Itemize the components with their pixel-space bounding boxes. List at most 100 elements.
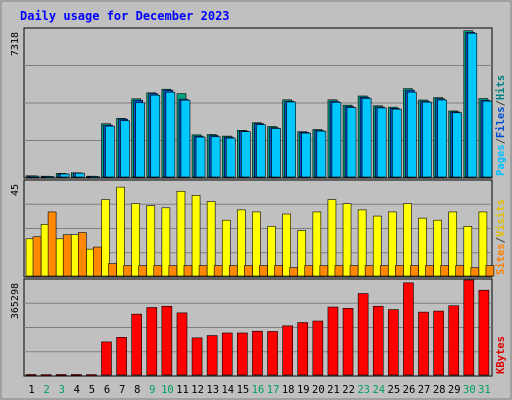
bar-sites [108, 263, 117, 277]
tick-label-day: 2 [43, 384, 49, 396]
bar-sites [364, 265, 374, 277]
bar-visits [342, 203, 352, 277]
bar-visits [312, 211, 322, 277]
bar-kbytes [25, 374, 37, 376]
tick-label-day: 12 [191, 384, 204, 396]
bar-sites [440, 265, 449, 277]
bar-sites [349, 265, 359, 277]
bar-kbytes [40, 374, 52, 376]
tick-label-day: 13 [206, 384, 219, 396]
bar-kbytes [86, 374, 97, 376]
bar-kbytes [357, 293, 369, 376]
tick-label-day: 27 [418, 384, 431, 396]
bar-pages [225, 137, 236, 178]
x-axis-day-labels: 1 2 3 4 5 6 7 8 9 10 11 12 13 14 15 16 17 18 19 20 21 22 23 24 2… [28, 384, 490, 396]
panel-max-label: 45 [10, 184, 21, 196]
tick-label-day: 22 [342, 384, 355, 396]
bar-pages [241, 131, 251, 178]
bar-visits [282, 213, 291, 277]
panel-kbytes: 365298 KBytes [10, 278, 507, 377]
bar-pages [286, 101, 296, 178]
bar-kbytes [448, 305, 460, 376]
bar-pages [346, 107, 357, 178]
tick-label-day: 25 [388, 384, 401, 396]
bar-kbytes [237, 332, 248, 376]
tick-label-day: 29 [448, 384, 461, 396]
bar-kbytes [372, 305, 384, 376]
tick-label-day: 5 [89, 384, 95, 396]
tick-label-day: 18 [282, 384, 295, 396]
bar-kbytes [146, 307, 158, 376]
tick-label-day: 31 [478, 384, 491, 396]
bar-pages [301, 132, 312, 178]
bar-visits [252, 211, 261, 277]
bar-kbytes [55, 374, 67, 376]
bar-kbytes [206, 335, 218, 376]
chart-title: Daily usage for December 2023 [20, 9, 230, 23]
bar-kbytes [267, 331, 278, 376]
bar-pages [271, 128, 281, 178]
tick-label-day: 10 [161, 384, 174, 396]
bar-kbytes [312, 320, 324, 376]
bar-kbytes [403, 282, 414, 376]
bar-visits [297, 230, 307, 277]
bar-visits [327, 199, 337, 277]
bar-sites [198, 265, 208, 277]
bar-pages [105, 125, 115, 178]
bar-visits [206, 201, 216, 277]
bar-kbytes [433, 310, 444, 376]
bar-sites [334, 265, 344, 277]
bar-sites [395, 265, 404, 277]
panel-side-label: Pages/Files/Hits [495, 75, 507, 176]
bar-visits [237, 209, 246, 277]
bar-pages [59, 173, 70, 178]
side-label-part: Files [495, 106, 507, 138]
bar-visits [478, 211, 488, 277]
bar-pages [44, 176, 55, 178]
panel-max-label: 7318 [10, 32, 21, 56]
panel-hits-files-pages: 7318 Pages/Files/Hits [10, 27, 507, 179]
series-sites [32, 211, 495, 277]
bar-pages [120, 120, 130, 178]
bar-visits [372, 215, 382, 277]
bar-visits [131, 203, 140, 277]
bar-sites [77, 232, 87, 277]
bar-kbytes [161, 305, 173, 376]
side-label-part: / [495, 100, 507, 106]
bar-pages [180, 99, 191, 178]
tick-label-day: 3 [59, 384, 65, 396]
bar-sites [425, 265, 434, 277]
side-label-part: Hits [495, 75, 507, 100]
bar-pages [392, 108, 402, 178]
bar-kbytes [116, 337, 127, 376]
side-label-part: / [495, 237, 507, 243]
tick-label-day: 1 [28, 384, 34, 396]
bar-visits [418, 217, 427, 277]
bar-pages [422, 101, 432, 178]
tick-label-day: 15 [237, 384, 250, 396]
bar-kbytes [221, 332, 233, 376]
tick-label-day: 6 [104, 384, 110, 396]
bar-visits [267, 226, 276, 277]
bar-sites [470, 267, 480, 277]
tick-label-day: 14 [221, 384, 234, 396]
bar-visits [433, 219, 442, 277]
bar-sites [123, 265, 132, 277]
bar-sites [259, 265, 268, 277]
bar-pages [407, 91, 417, 178]
bar-pages [482, 100, 493, 178]
series-kbytes [25, 279, 490, 376]
bar-sites [213, 265, 223, 277]
bar-visits [176, 190, 186, 277]
bar-pages [195, 136, 206, 178]
tick-label-day: 19 [297, 384, 310, 396]
panel-side-label: Sites/Visits [495, 199, 507, 275]
tick-label-day: 4 [74, 384, 80, 396]
tick-label-day: 28 [433, 384, 446, 396]
bar-pages [256, 124, 266, 178]
bar-kbytes [297, 322, 309, 376]
bar-pages [150, 94, 161, 178]
bar-sites [168, 265, 178, 277]
